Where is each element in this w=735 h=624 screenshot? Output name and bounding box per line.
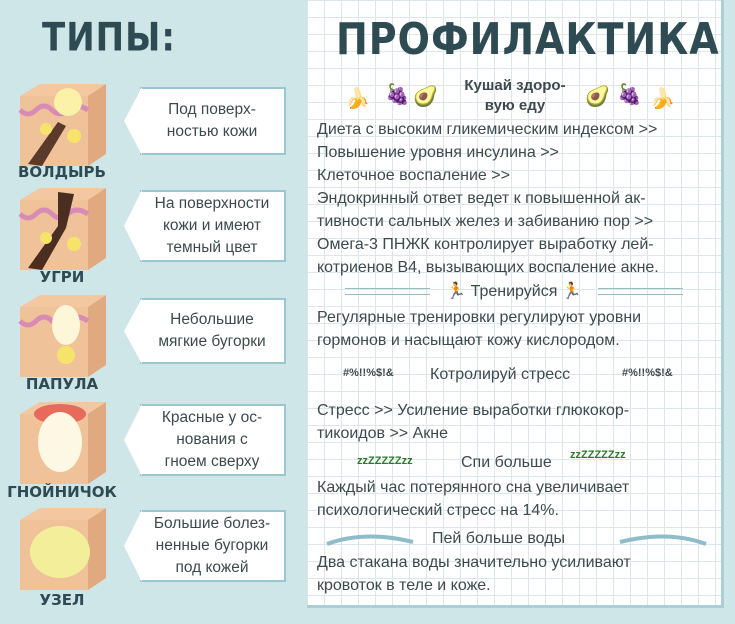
- water-heading: Пей больше воды: [432, 530, 566, 547]
- food-line: тивности сальных желез и забиванию пор >…: [317, 213, 654, 230]
- runner-icon: 🏃: [561, 283, 582, 300]
- divider: [598, 288, 683, 295]
- type-label-papule: ПАПУЛА: [25, 375, 99, 393]
- stress-symbols: #%!!%$!&: [622, 367, 673, 379]
- avocado-icon: 🥑: [413, 86, 438, 108]
- wave-icon: [619, 534, 707, 546]
- stress-heading: Котролируй стресс: [430, 366, 571, 383]
- banana-icon: 🍌: [650, 88, 675, 110]
- exercise-line: Регулярные тренировки регулируют уровни: [317, 309, 642, 326]
- grapes-icon: 🍇: [385, 84, 410, 106]
- sleep-line: психологический стресс на 14%.: [317, 502, 559, 519]
- wave-icon: [326, 534, 414, 546]
- water-line: кровоток в теле и коже.: [317, 577, 491, 594]
- stress-symbols: #%!!%$!&: [343, 367, 394, 379]
- type-label-pustule: ГНОЙНИЧОК: [7, 483, 117, 501]
- types-title: ТИПЫ:: [42, 15, 176, 61]
- food-heading: Кушай здоро- вую еду: [464, 77, 566, 114]
- runner-icon: 🏃: [446, 283, 467, 300]
- sleep-line: Каждый час потерянного сна увеличивает: [317, 479, 630, 496]
- water-line: Два стакана воды значительно усиливают: [317, 554, 631, 571]
- type-label-blister: ВОЛДЫРЬ: [18, 163, 106, 181]
- food-line: Эндокринный ответ ведет к повышенной ак-: [317, 190, 646, 207]
- blackhead-skin-icon: [18, 188, 106, 270]
- callout-blister: Под поверх- ностью кожи: [140, 87, 286, 155]
- sleep-z-icon: zzZZZZZzz: [357, 455, 413, 467]
- type-label-nodule: УЗЕЛ: [39, 591, 85, 609]
- food-line: Клеточное воспаление >>: [317, 167, 510, 184]
- sleep-heading: Спи больше: [461, 454, 552, 471]
- food-line: Диета с высоким гликемическим индексом >…: [317, 121, 658, 138]
- avocado-icon: 🥑: [585, 86, 610, 108]
- food-line: Повышение уровня инсулина >>: [317, 144, 559, 161]
- callout-blackhead: На поверхности кожи и имеют темный цвет: [140, 190, 286, 262]
- stress-line: тикоидов >> Акне: [317, 425, 448, 442]
- pustule-skin-icon: [20, 402, 106, 484]
- exercise-line: гормонов и насыщают кожу кислородом.: [317, 332, 620, 349]
- callout-papule: Небольшие мягкие бугорки: [140, 298, 286, 364]
- sleep-z-icon: zzZZZZZzz: [570, 449, 626, 461]
- callout-pustule: Красные у ос- нования с гноем сверху: [140, 404, 286, 476]
- food-line: Омега-3 ПНЖК контролирует выработку лей-: [317, 236, 654, 253]
- nodule-skin-icon: [20, 508, 106, 590]
- prevention-title: ПРОФИЛАКТИКА: [336, 13, 720, 65]
- papule-skin-icon: [18, 295, 106, 377]
- type-label-blackhead: УГРИ: [39, 268, 85, 286]
- blister-skin-icon: [18, 84, 106, 166]
- food-line: котриенов В4, вызывающих воспаление акне…: [317, 259, 659, 276]
- callout-nodule: Большие болез- ненные бугорки под кожей: [140, 510, 286, 582]
- banana-icon: 🍌: [345, 88, 370, 110]
- prevention-panel: [307, 0, 724, 608]
- stress-line: Стресс >> Усиление выработки глюкокор-: [317, 402, 630, 419]
- divider: [345, 288, 430, 295]
- grapes-icon: 🍇: [617, 84, 642, 106]
- exercise-heading: 🏃 Тренируйся 🏃: [446, 283, 582, 300]
